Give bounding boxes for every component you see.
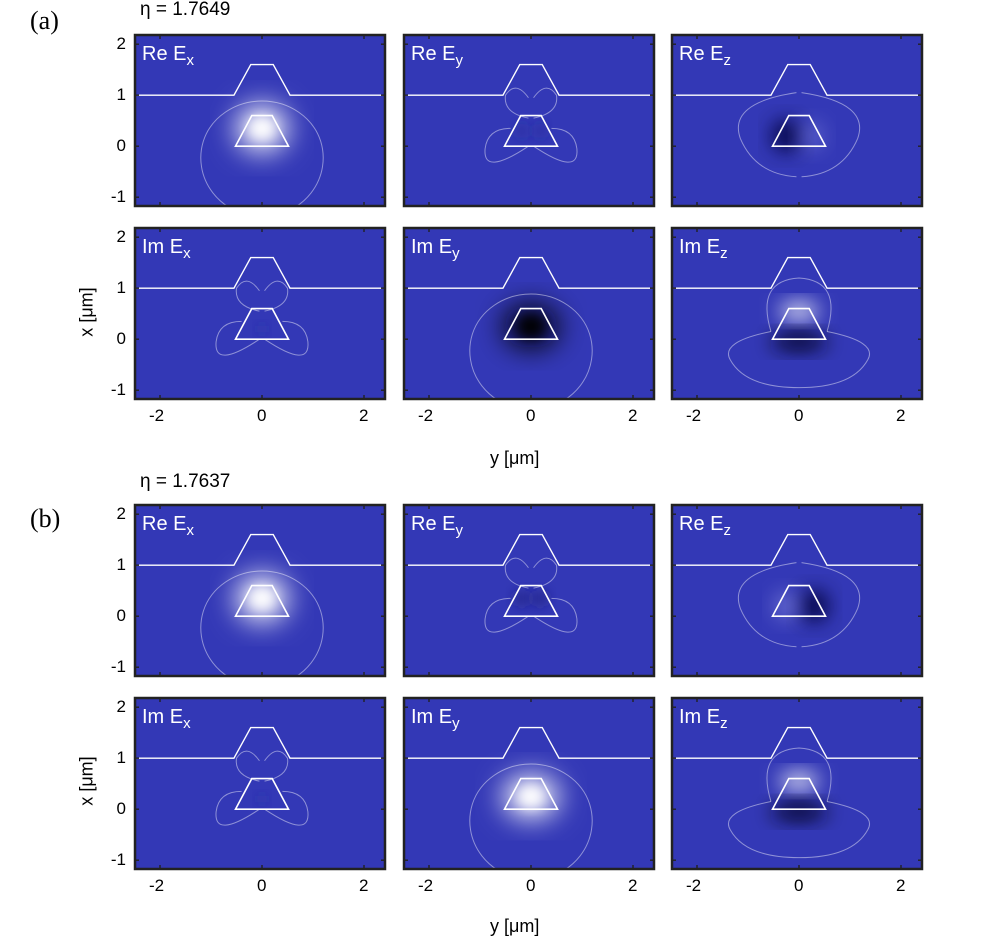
y-tick-label: 0 [116,799,126,819]
panel-b-im-ey [402,696,656,871]
panel-a-re-ex [133,33,387,208]
panel-title-subscript: y [455,52,463,69]
y-tick-label: 0 [116,606,126,626]
panel-title: Im Ez [679,707,728,731]
y-tick-label: -1 [110,187,126,207]
x-tick-label: -2 [686,876,702,895]
panel-title-main: Re E [679,43,724,65]
x-tick-label: 0 [526,406,536,425]
panel-title-main: Im E [679,706,721,728]
panel-b-im-ez [670,696,924,871]
x-tick-label: -2 [149,406,165,425]
panel-a-im-ey [402,226,656,401]
panel-a-im-ez [670,226,924,401]
x-tick-label: 2 [359,876,369,895]
y-axis-label-b: x [μm] [76,756,97,806]
y-tick-label: 1 [116,278,126,298]
x-tick-label: 0 [794,406,804,425]
eta-value-b: η = 1.7637 [140,471,231,492]
x-tick-label: 2 [896,406,906,425]
y-tick-label: 2 [116,34,126,54]
panel-a-im-ex [133,226,387,401]
panel-b-im-ex [133,696,387,871]
y-tick-label: -1 [110,850,126,870]
panel-b-re-ez [670,503,924,678]
panel-title-subscript: x [186,522,194,539]
panel-title-main: Re E [411,513,456,535]
panel-title-subscript: z [723,522,731,539]
y-tick-label: 1 [116,555,126,575]
x-tick-label: -2 [686,406,702,425]
panel-title-subscript: y [455,522,463,539]
x-tick-label: 0 [257,406,267,425]
y-tick-label: 0 [116,329,126,349]
x-axis-label-a: y [μm] [490,448,540,468]
x-axis-label-b: y [μm] [490,916,540,936]
x-tick-label: 2 [359,406,369,425]
panel-title-subscript: x [183,245,191,262]
panel-title-main: Re E [411,43,456,65]
panel-title: Re Ey [411,44,463,68]
panel-title-main: Im E [142,706,184,728]
panel-title: Im Ez [679,237,728,261]
y-tick-label: 1 [116,748,126,768]
panel-title: Im Ex [142,237,191,261]
x-tick-label: 2 [628,876,638,895]
panel-title-subscript: y [452,715,460,732]
x-tick-label: 2 [628,406,638,425]
panel-title: Re Ex [142,44,194,68]
panel-a-re-ez [670,33,924,208]
y-tick-label: 2 [116,504,126,524]
panel-title-subscript: x [183,715,191,732]
x-tick-label: 0 [526,876,536,895]
panel-title: Im Ey [411,707,460,731]
y-tick-label: -1 [110,380,126,400]
panel-a-re-ey [402,33,656,208]
y-tick-label: 1 [116,85,126,105]
panel-title-main: Im E [411,236,453,258]
panel-title: Re Ez [679,514,731,538]
panel-title-main: Im E [142,236,184,258]
y-tick-label: 0 [116,136,126,156]
x-tick-label: 0 [257,876,267,895]
panel-title: Im Ey [411,237,460,261]
panel-title-main: Re E [679,513,724,535]
y-axis-label-a: x [μm] [76,287,97,337]
panel-letter-b: (b) [30,504,61,533]
panel-title-main: Im E [679,236,721,258]
x-tick-label: 0 [794,876,804,895]
panel-b-re-ey [402,503,656,678]
panel-title: Re Ey [411,514,463,538]
panel-title-subscript: y [452,245,460,262]
panel-b-re-ex [133,503,387,678]
x-tick-label: -2 [418,406,434,425]
panel-title-main: Re E [142,43,187,65]
y-tick-label: -1 [110,657,126,677]
panel-title-subscript: x [186,52,194,69]
panel-title: Re Ex [142,514,194,538]
eta-value-a: η = 1.7649 [140,0,231,20]
panel-title-subscript: z [720,245,728,262]
panel-title: Im Ex [142,707,191,731]
panel-title-main: Re E [142,513,187,535]
panel-letter-a: (a) [30,6,59,35]
y-tick-label: 2 [116,227,126,247]
panel-title-main: Im E [411,706,453,728]
panel-title: Re Ez [679,44,731,68]
x-tick-label: -2 [149,876,165,895]
panel-title-subscript: z [723,52,731,69]
panel-title-subscript: z [720,715,728,732]
x-tick-label: -2 [418,876,434,895]
y-tick-label: 2 [116,697,126,717]
x-tick-label: 2 [896,876,906,895]
